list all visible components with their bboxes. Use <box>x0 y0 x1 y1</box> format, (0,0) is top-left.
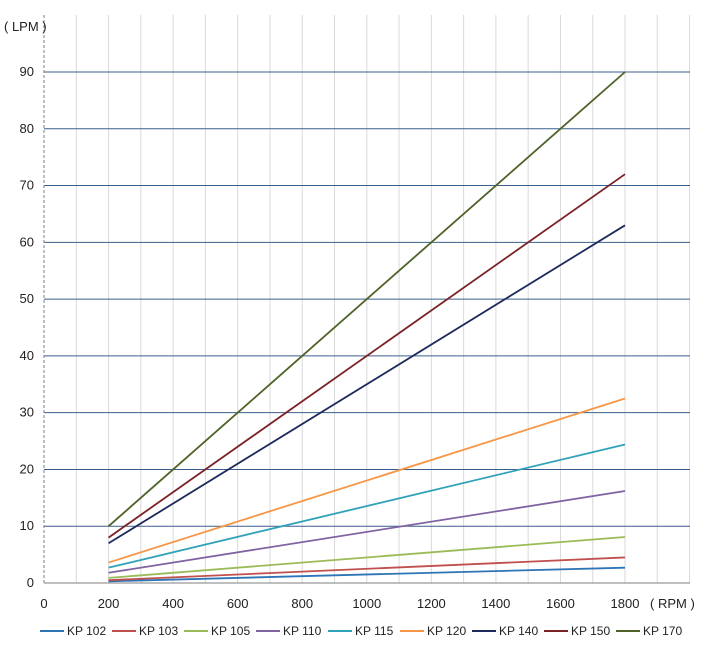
series-line <box>108 224 626 545</box>
y-tick-label: 70 <box>20 178 34 193</box>
x-tick-label: 1800 <box>611 596 640 611</box>
x-tick-label: 200 <box>98 596 120 611</box>
axes <box>43 15 690 584</box>
legend-label: KP 102 <box>67 624 106 638</box>
tick-labels: 0 10 20 30 40 50 60 70 80 90 0 200 400 600 800 1000 1200… <box>20 64 640 611</box>
series-line <box>108 536 626 579</box>
y-axis-label: ( LPM ) <box>4 19 47 34</box>
x-tick-label: 400 <box>162 596 184 611</box>
y-tick-label: 0 <box>27 575 34 590</box>
series-line <box>108 173 626 539</box>
series-line <box>108 566 626 583</box>
x-tick-label: 0 <box>40 596 47 611</box>
y-tick-label: 30 <box>20 405 34 420</box>
series-line <box>108 397 626 564</box>
x-axis-label: ( RPM ) <box>650 596 695 611</box>
x-tick-label: 1200 <box>417 596 446 611</box>
legend-label: KP 120 <box>427 624 466 638</box>
legend-label: KP 105 <box>211 624 250 638</box>
legend-label: KP 140 <box>499 624 538 638</box>
y-tick-label: 50 <box>20 291 34 306</box>
series-line <box>108 556 626 582</box>
x-tick-label: 600 <box>227 596 249 611</box>
legend: KP 102 KP 103 KP 105 KP 110 KP 115 KP 120 KP 1… <box>40 624 682 638</box>
x-tick-label: 1600 <box>546 596 575 611</box>
x-tick-label: 1400 <box>481 596 510 611</box>
y-tick-label: 10 <box>20 518 34 533</box>
legend-label: KP 115 <box>355 624 394 638</box>
series-layer <box>107 71 626 583</box>
x-tick-label: 1000 <box>352 596 381 611</box>
y-tick-label: 20 <box>20 461 34 476</box>
legend-label: KP 150 <box>571 624 610 638</box>
legend-label: KP 170 <box>643 624 682 638</box>
series-line <box>107 71 626 527</box>
y-tick-label: 40 <box>20 348 34 363</box>
legend-label: KP 103 <box>139 624 178 638</box>
series-line <box>108 490 626 574</box>
legend-label: KP 110 <box>283 624 322 638</box>
y-tick-label: 60 <box>20 234 34 249</box>
series-line <box>108 443 626 569</box>
y-tick-label: 90 <box>20 64 34 79</box>
x-tick-label: 800 <box>291 596 313 611</box>
y-tick-label: 80 <box>20 121 34 136</box>
